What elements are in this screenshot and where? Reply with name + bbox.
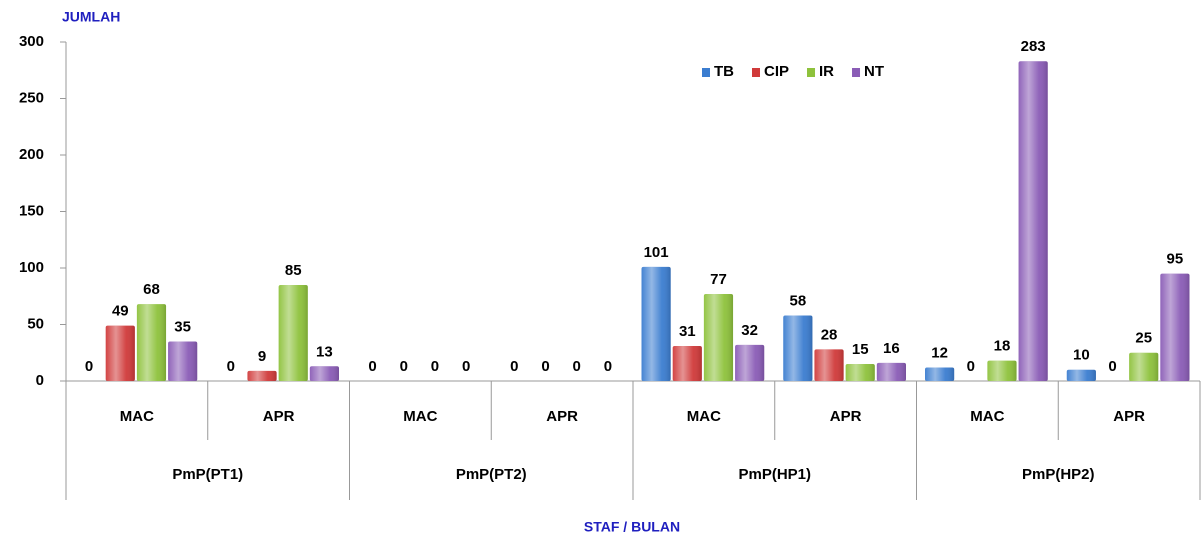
data-label: 10	[1073, 347, 1090, 364]
x-tick-label: APR	[1113, 408, 1145, 425]
bar-shine	[925, 367, 955, 381]
data-label: 25	[1135, 330, 1152, 347]
bar-shine	[1066, 369, 1096, 381]
data-label: 95	[1167, 251, 1184, 268]
y-tick-label: 300	[19, 33, 44, 50]
data-label: 32	[741, 322, 758, 339]
data-label: 0	[1108, 358, 1116, 375]
x-tick-label: MAC	[403, 408, 437, 425]
bar-shine	[136, 304, 167, 381]
x-tick-label: MAC	[687, 408, 721, 425]
data-label: 0	[227, 358, 235, 375]
x-tick-label: APR	[263, 408, 295, 425]
data-label: 0	[604, 358, 612, 375]
x-tick-label: MAC	[970, 408, 1004, 425]
data-label: 31	[679, 323, 696, 340]
data-label: 58	[790, 292, 807, 309]
data-label: 0	[573, 358, 581, 375]
data-label: 13	[316, 343, 333, 360]
y-tick-label: 200	[19, 146, 44, 163]
legend-label: NT	[864, 63, 884, 80]
data-label: 35	[174, 318, 191, 335]
x-axis-title: STAF / BULAN	[584, 519, 680, 535]
data-label: 12	[931, 344, 948, 361]
bar-shine	[309, 366, 339, 381]
data-label: 18	[994, 338, 1011, 355]
data-label: 15	[852, 341, 869, 358]
data-label: 9	[258, 348, 266, 365]
bar-shine	[987, 360, 1017, 381]
bar-shine	[278, 284, 308, 381]
bar-shine	[703, 293, 734, 381]
legend-swatch	[702, 68, 710, 77]
bar-shine	[1129, 352, 1159, 381]
group-label: PmP(HP1)	[738, 466, 811, 483]
data-label: 0	[541, 358, 549, 375]
bar-shine	[247, 370, 277, 381]
legend-swatch	[807, 68, 816, 77]
bar-shine	[814, 349, 844, 381]
y-axis-title: JUMLAH	[62, 9, 120, 25]
x-tick-label: APR	[830, 408, 862, 425]
group-label: PmP(PT1)	[172, 466, 243, 483]
bar-shine	[168, 341, 198, 381]
data-label: 68	[143, 281, 160, 298]
bar-shine	[1160, 273, 1190, 381]
bar-shine	[735, 344, 765, 381]
data-label: 0	[368, 358, 376, 375]
data-label: 0	[85, 358, 93, 375]
data-label: 49	[112, 303, 129, 320]
data-label: 0	[510, 358, 518, 375]
bar-shine	[783, 315, 813, 381]
bar-shine	[1018, 61, 1048, 382]
data-label: 0	[967, 358, 975, 375]
y-tick-label: 150	[19, 202, 44, 219]
data-label: 283	[1021, 38, 1046, 55]
bar-shine	[641, 266, 671, 381]
group-label: PmP(PT2)	[456, 466, 527, 483]
y-tick-label: 0	[36, 372, 44, 389]
x-tick-label: MAC	[120, 408, 154, 425]
data-label: 0	[400, 358, 408, 375]
data-label: 16	[883, 340, 900, 357]
x-tick-label: APR	[546, 408, 578, 425]
y-tick-label: 50	[27, 315, 44, 332]
y-tick-label: 100	[19, 259, 44, 276]
data-label: 85	[285, 262, 302, 279]
legend-label: CIP	[764, 63, 789, 80]
legend-swatch	[752, 68, 760, 77]
bar-shine	[876, 362, 906, 381]
data-label: 0	[462, 358, 470, 375]
data-label: 28	[821, 326, 838, 343]
bar-shine	[672, 345, 702, 381]
legend-label: TB	[714, 63, 734, 80]
legend-label: IR	[819, 63, 834, 80]
bar-shine	[845, 364, 875, 381]
data-label: 0	[431, 358, 439, 375]
group-label: PmP(HP2)	[1022, 466, 1095, 483]
legend-swatch	[852, 68, 861, 77]
data-label: 101	[644, 244, 669, 261]
y-tick-label: 250	[19, 89, 44, 106]
bar-shine	[105, 325, 135, 381]
data-label: 77	[710, 271, 727, 288]
